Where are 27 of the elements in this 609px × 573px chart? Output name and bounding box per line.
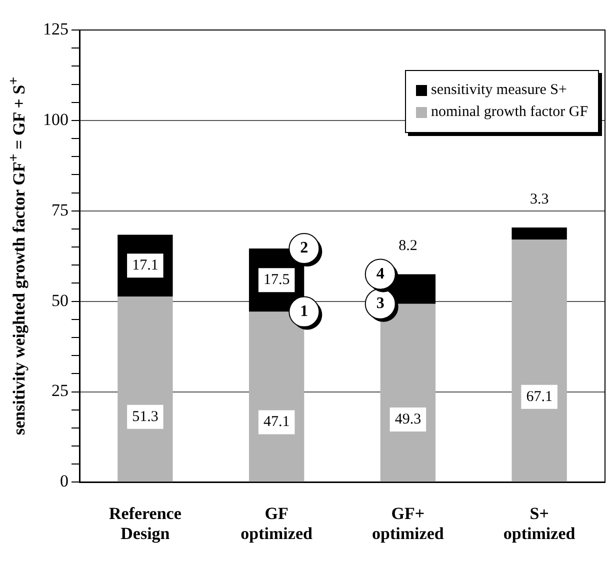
data-label: 47.1	[263, 414, 290, 430]
x-tick-label: GF+ optimized	[372, 504, 444, 544]
y-tick-label: 100	[43, 110, 68, 129]
annotation: 4	[376, 265, 384, 282]
x-tick-label: S+ optimized	[503, 504, 576, 544]
bar	[512, 228, 567, 240]
y-tick-label: 50	[52, 290, 68, 310]
data-label: 3.3	[530, 191, 549, 208]
annotation: 1	[300, 302, 308, 320]
data-label: 67.1	[526, 388, 552, 405]
x-tick-label: Reference Design	[109, 504, 182, 544]
y-tick-label: 0	[60, 472, 68, 491]
legend-label: sensitivity measure S+	[431, 82, 567, 99]
data-label: 51.3	[132, 408, 158, 425]
y-tick-label: 75	[52, 200, 68, 220]
legend-label: nominal growth factor GF	[431, 104, 588, 121]
bar	[512, 239, 567, 482]
data-label: 17.5	[263, 272, 290, 288]
y-tick-label: 125	[43, 19, 68, 38]
annotation: 2	[300, 240, 308, 257]
y-tick-label: 25	[52, 381, 68, 400]
annotation: 3	[376, 294, 384, 312]
data-label: 49.3	[394, 411, 422, 428]
data-label: 17.1	[132, 258, 158, 274]
bar	[118, 296, 173, 482]
data-label: 8.2	[398, 238, 418, 254]
x-tick-label: GF optimized	[240, 504, 313, 544]
